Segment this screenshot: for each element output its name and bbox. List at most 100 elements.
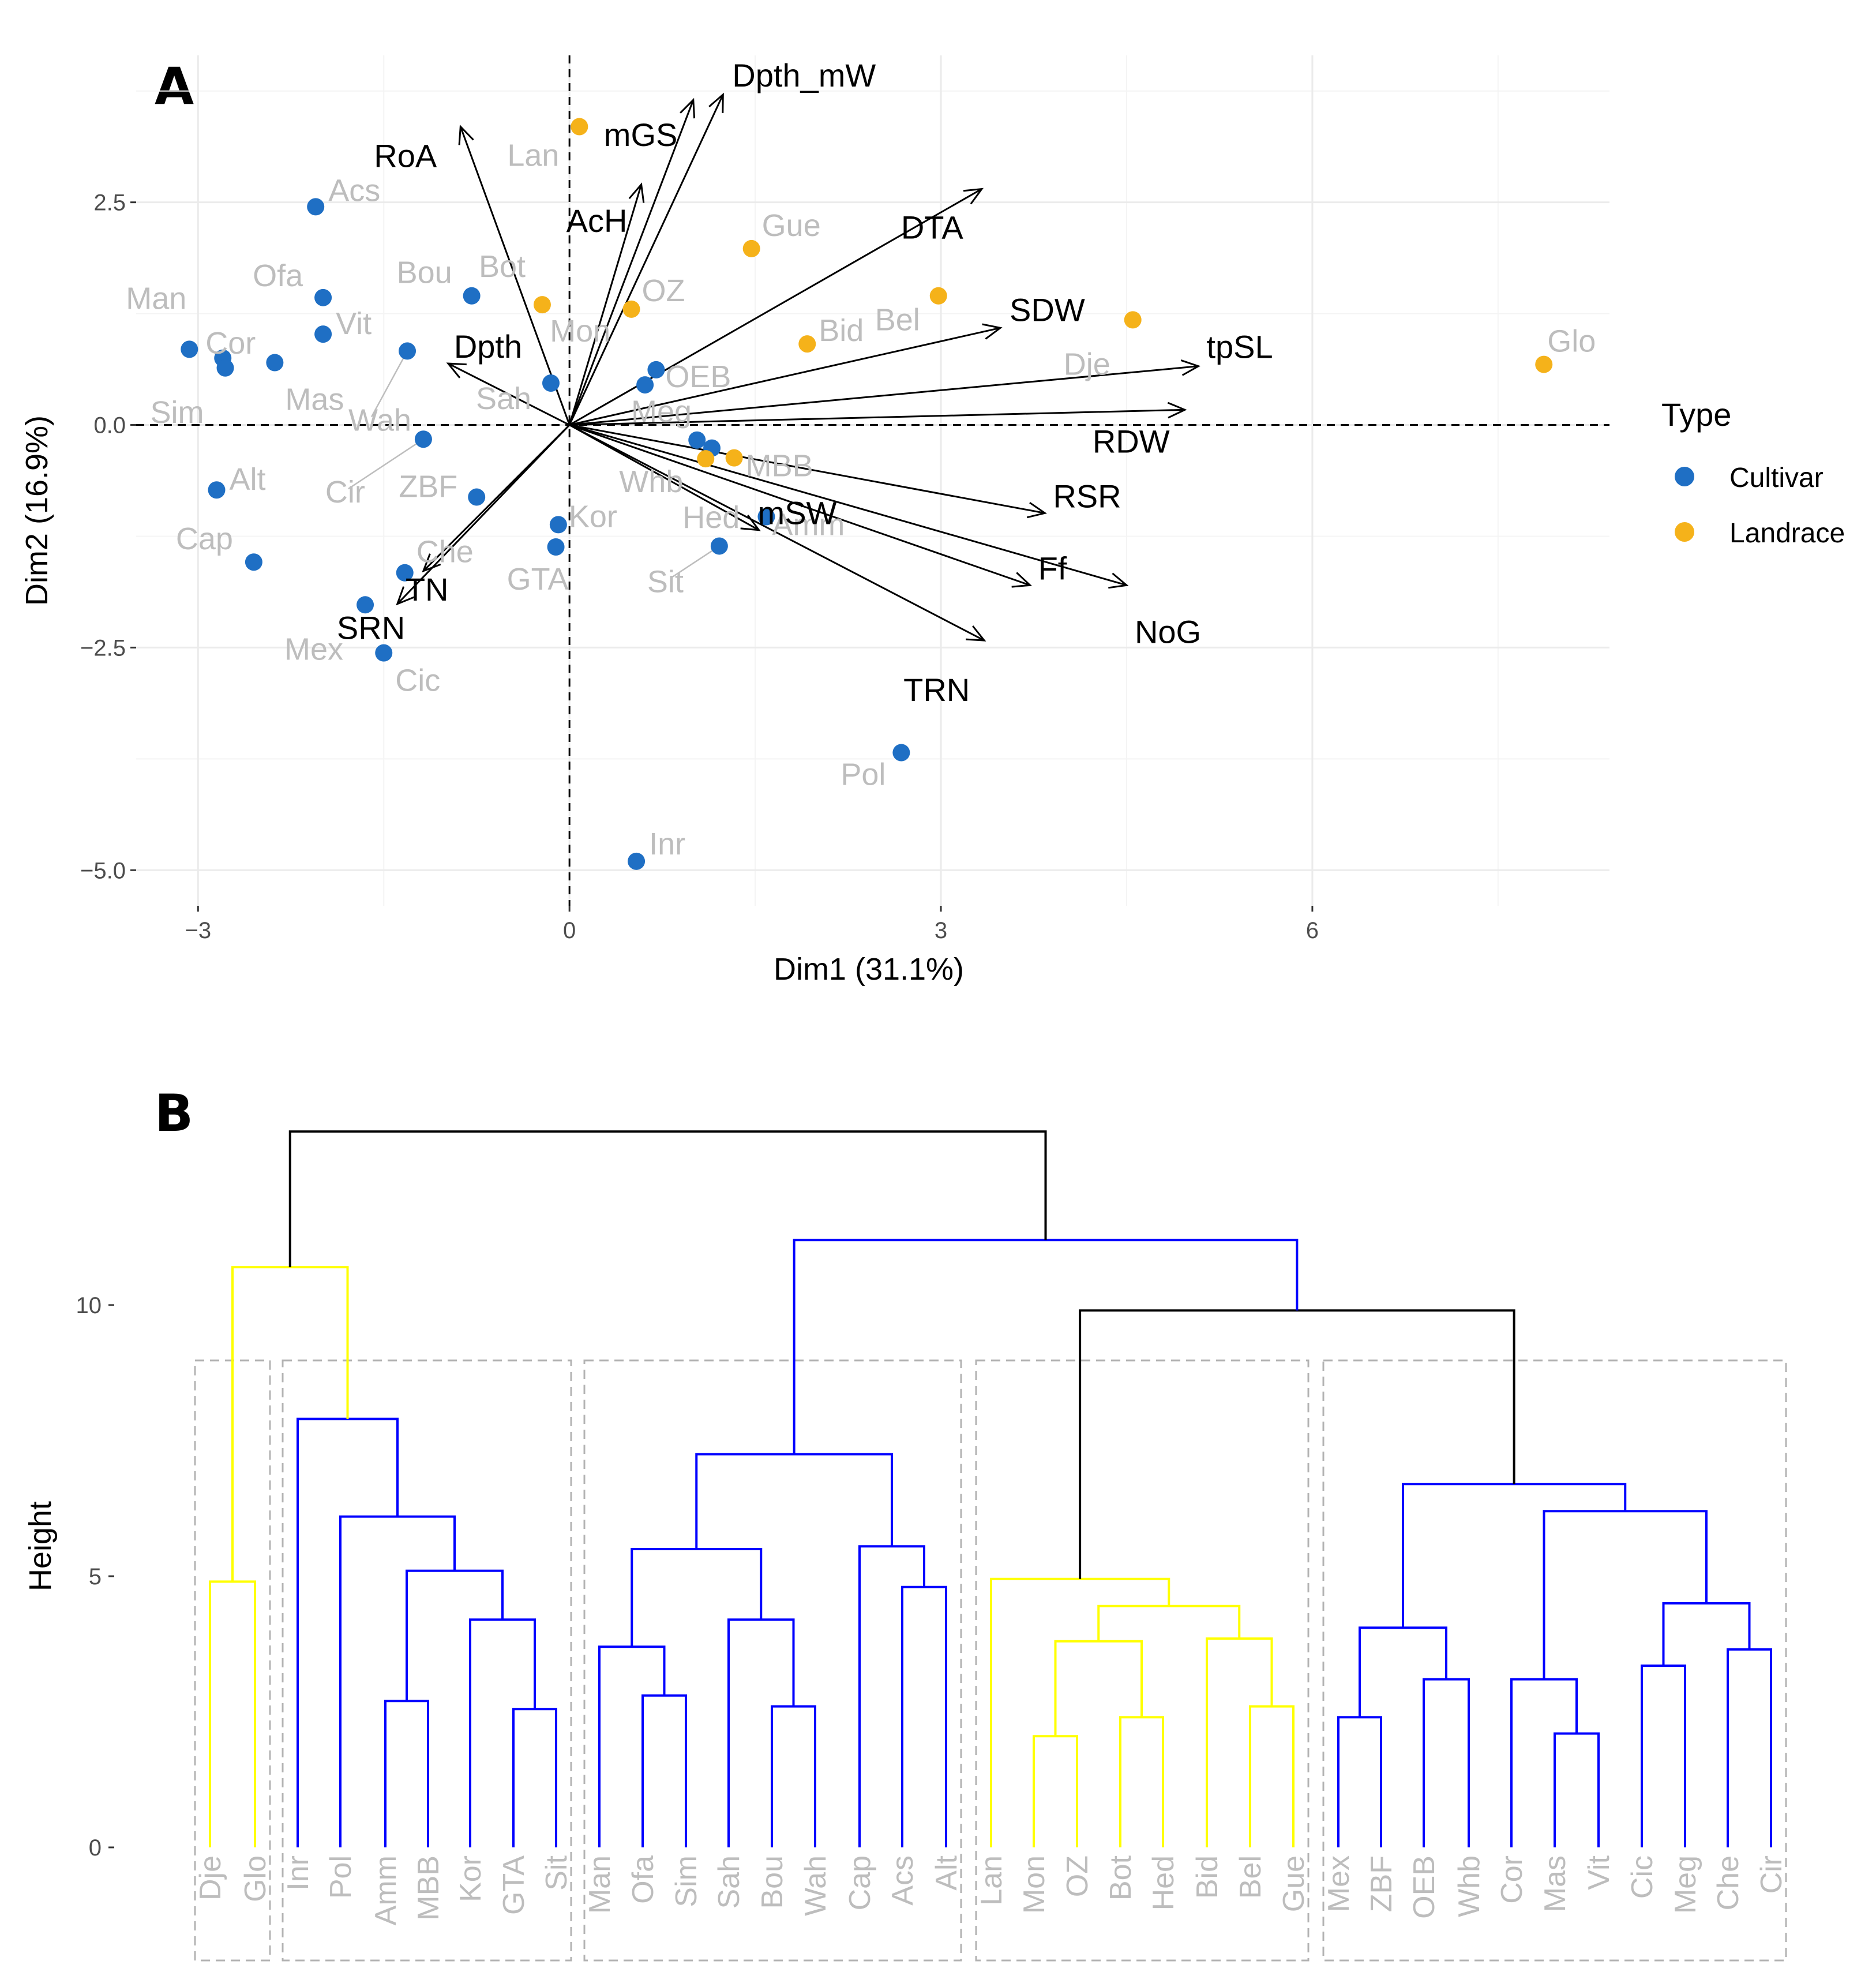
point-mon [636, 376, 654, 394]
label-zbf: ZBF [399, 470, 457, 504]
var-label-dpth-mw: Dpth_mW [732, 57, 876, 93]
dendrogram-y-tick-label: 0 [89, 1835, 102, 1861]
var-label-trn: TRN [903, 672, 970, 708]
leaf-label-vit: Vit [1582, 1855, 1616, 1889]
point-sit [710, 537, 728, 555]
leaf-label-bel: Bel [1234, 1855, 1267, 1899]
legend-cultivar-swatch [1675, 467, 1694, 486]
leaf-label-cic: Cic [1626, 1855, 1659, 1899]
branch-merge-33 [1402, 1483, 1627, 1628]
point-zbf [468, 488, 486, 506]
pca-label-leaders [348, 350, 720, 579]
arrow-dpth-mw [568, 92, 724, 426]
point-sim [216, 359, 234, 377]
point-bid [798, 335, 816, 353]
leaf-label-dje: Dje [194, 1855, 227, 1900]
branch-merge-24 [1337, 1716, 1382, 1847]
x-tick-label: −3 [185, 918, 212, 943]
point-bel [929, 287, 947, 305]
pca-gridlines [136, 55, 1609, 906]
point-alt [208, 481, 226, 499]
leaf-label-meg: Meg [1669, 1855, 1702, 1914]
var-label-msw: mSW [758, 495, 837, 531]
point-vit [314, 325, 332, 343]
arrow-srn [422, 424, 571, 573]
label-gue: Gue [762, 208, 821, 243]
branch-merge-20 [1249, 1705, 1295, 1847]
legend: Type Cultivar Landrace [1661, 396, 1845, 549]
branch-merge-35 [793, 1239, 1299, 1454]
label-bel: Bel [875, 303, 920, 338]
var-label-tn: TN [406, 571, 449, 608]
legend-cultivar-label: Cultivar [1729, 463, 1824, 493]
branch-merge-28 [1510, 1678, 1578, 1847]
leaf-label-mex: Mex [1322, 1855, 1356, 1912]
leaf-label-glo: Glo [239, 1855, 272, 1902]
leaf-label-alt: Alt [930, 1855, 963, 1890]
point-whb [688, 431, 706, 449]
label-amm: Amm [772, 508, 845, 542]
point-acs [307, 198, 325, 216]
leaf-label-sit: Sit [540, 1855, 573, 1890]
label-cir: Cir [325, 475, 365, 509]
leaf-label-ofa: Ofa [626, 1855, 660, 1904]
leaf-label-inr: Inr [282, 1855, 315, 1891]
label-che: Che [417, 535, 474, 569]
var-label-nog: NoG [1135, 613, 1201, 650]
label-bou: Bou [397, 256, 452, 290]
x-tick-label: 3 [935, 918, 947, 943]
panel-a-letter: A [155, 57, 194, 116]
branch-merge-34 [1079, 1309, 1515, 1579]
label-mex: Mex [284, 632, 343, 666]
point-bou [463, 287, 481, 305]
label-sit: Sit [647, 564, 684, 599]
point-mex [357, 596, 374, 614]
dendrogram-branches [209, 1130, 1772, 1847]
branch-merge-14 [901, 1585, 947, 1847]
dendrogram-y-tick-label: 10 [76, 1293, 102, 1318]
label-lan: Lan [507, 138, 559, 173]
arrow-rsr [569, 424, 1047, 519]
point-gue [742, 239, 760, 257]
branch-merge-7 [297, 1418, 399, 1847]
branch-merge-13 [631, 1548, 763, 1647]
label-mbb: MBB [746, 449, 813, 483]
point-sah [542, 374, 560, 392]
leaf-label-lan: Lan [975, 1855, 1008, 1906]
var-label-tpsl: tpSL [1206, 329, 1273, 365]
leaf-label-oz: OZ [1061, 1855, 1094, 1897]
leaf-label-sah: Sah [712, 1855, 746, 1909]
branch-merge-1 [209, 1580, 256, 1847]
label-man: Man [126, 281, 186, 316]
branch-merge-36 [288, 1130, 1047, 1268]
label-ofa: Ofa [253, 258, 303, 293]
point-dje [1124, 311, 1142, 329]
point-mas [266, 354, 284, 372]
pca-variable-arrows [396, 92, 1201, 642]
leaf-label-wah: Wah [799, 1855, 832, 1916]
pca-variable-labels: RoA AcH mGS Dpth_mW DTA SDW tpSL RDW RSR Ff NoG TRN… [337, 57, 1273, 708]
branch-merge-15 [858, 1545, 925, 1847]
point-oz [622, 300, 640, 318]
dendrogram-leaf-labels: Dje Glo Inr Pol Amm MBB Kor GTA Sit Man Ofa Sim Sah B… [194, 1855, 1788, 1925]
arrow-sdw [569, 323, 1003, 426]
arrow-trn [569, 424, 986, 642]
arrow-mgs [568, 98, 696, 426]
var-label-ach: AcH [566, 203, 628, 239]
branch-merge-5 [406, 1569, 504, 1701]
point-inr [628, 852, 646, 870]
legend-landrace-swatch [1675, 522, 1694, 542]
leaf-label-bid: Bid [1191, 1855, 1224, 1899]
branch-merge-6 [339, 1515, 456, 1847]
label-meg: Meg [631, 395, 692, 429]
point-glo [1535, 355, 1553, 373]
legend-title: Type [1661, 396, 1731, 433]
branch-merge-3 [512, 1708, 557, 1847]
point-hed [697, 450, 715, 468]
point-bot [533, 296, 551, 314]
label-wah: Wah [348, 403, 411, 437]
leaf-label-whb: Whb [1453, 1855, 1486, 1917]
dendrogram-panel: B 0 5 10 Height Dje Glo Inr Pol Amm MBB Kor GTA Si… [23, 1084, 1788, 1962]
leader-cir [348, 438, 424, 490]
